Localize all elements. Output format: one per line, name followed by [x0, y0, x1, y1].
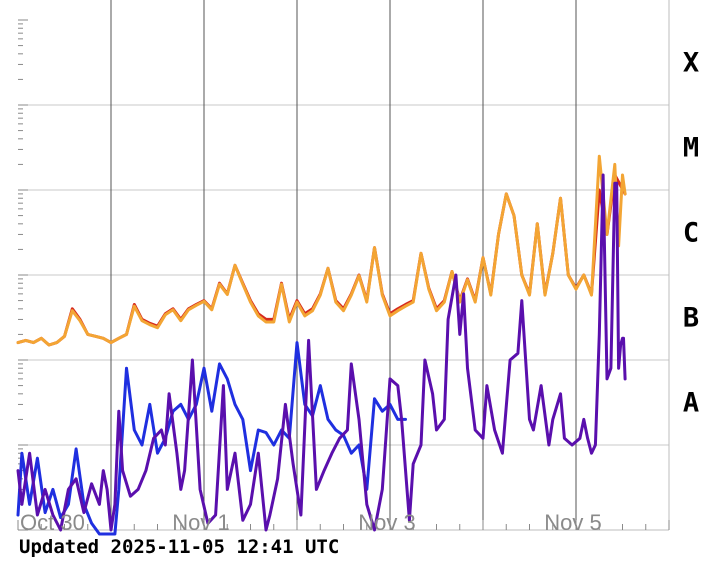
- x-tick-label: Oct 30: [20, 510, 85, 535]
- axis-ticks: [17, 19, 670, 531]
- flare-class-label-a: A: [683, 388, 699, 419]
- grid: [18, 0, 670, 531]
- series-line-3: [16, 341, 407, 536]
- x-tick-label: Nov 5: [544, 510, 601, 535]
- series-line-2: [16, 154, 627, 347]
- flare-class-label-m: M: [683, 133, 699, 164]
- updated-timestamp: Updated 2025-11-05 12:41 UTC: [19, 536, 340, 558]
- x-tick-labels: Oct 30 Nov 1 Nov 3 Nov 5: [20, 510, 602, 535]
- x-tick-label: Nov 1: [172, 510, 229, 535]
- series-lines: [16, 154, 627, 536]
- flare-class-label-c: C: [683, 218, 699, 249]
- flare-class-label-b: B: [683, 303, 699, 334]
- flare-class-labels: A B C M X: [683, 48, 699, 419]
- series-line-4: [16, 173, 627, 532]
- flare-class-label-x: X: [683, 48, 699, 79]
- x-tick-label: Nov 3: [358, 510, 415, 535]
